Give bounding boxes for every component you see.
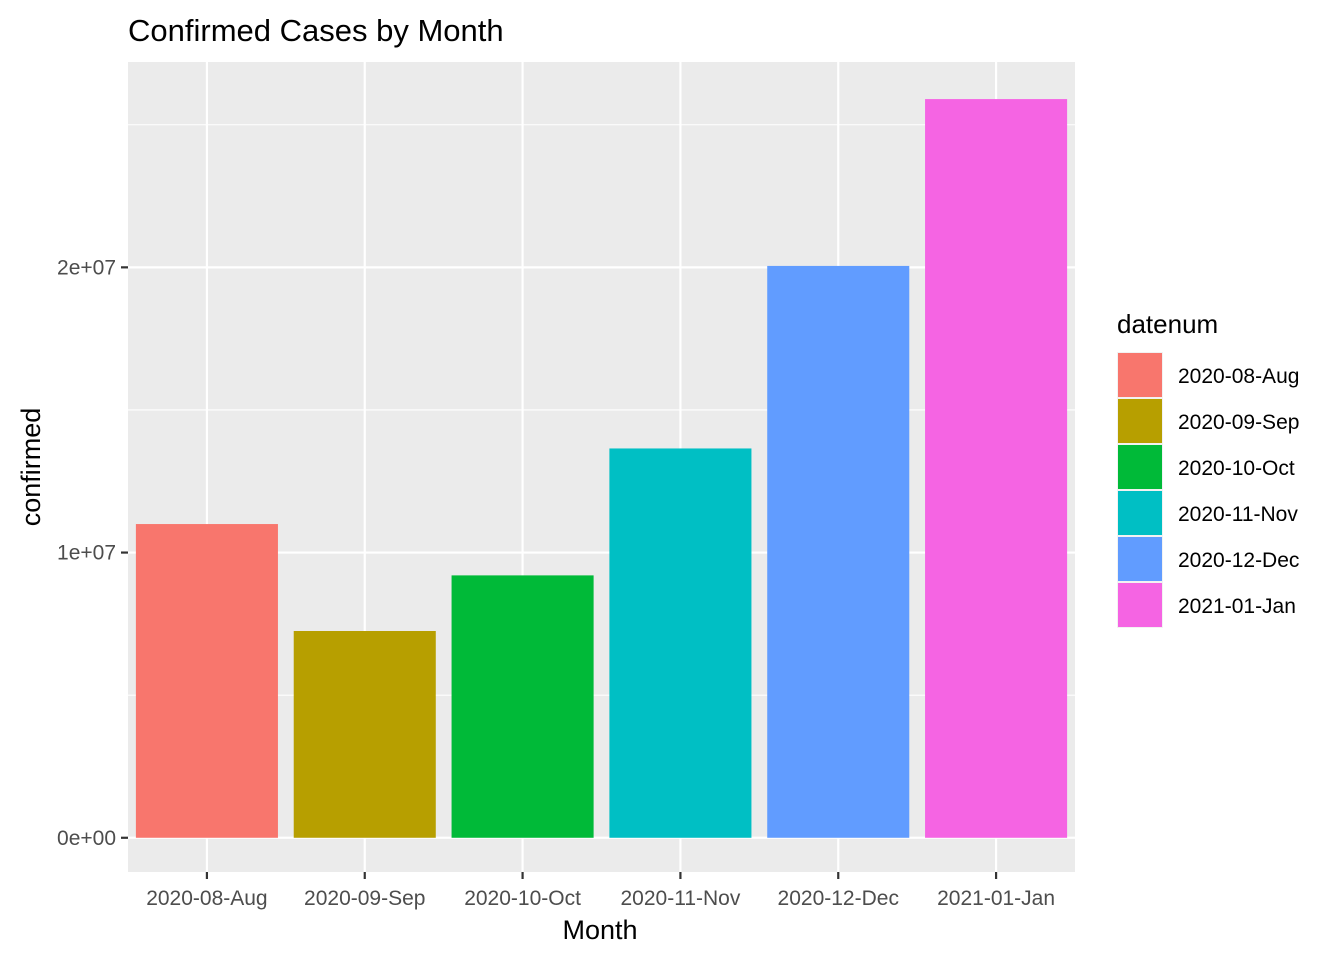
bar bbox=[293, 630, 436, 838]
bar bbox=[767, 265, 910, 838]
legend-key bbox=[1118, 583, 1162, 627]
legend-label: 2020-09-Sep bbox=[1178, 411, 1299, 434]
chart-title: Confirmed Cases by Month bbox=[128, 13, 504, 48]
x-tick-label: 2020-08-Aug bbox=[146, 887, 267, 910]
legend-label: 2020-10-Oct bbox=[1178, 457, 1295, 480]
legend: datenum 2020-08-Aug 2020-09-Sep 2020-10-Oc… bbox=[1117, 309, 1299, 628]
legend-key bbox=[1118, 491, 1162, 535]
legend-title: datenum bbox=[1117, 309, 1218, 339]
legend-key bbox=[1118, 537, 1162, 581]
legend-key bbox=[1118, 445, 1162, 489]
y-tick-label: 2e+07 bbox=[57, 256, 116, 279]
legend-key bbox=[1118, 353, 1162, 397]
x-axis: 2020-08-Aug 2020-09-Sep 2020-10-Oct 2020-11… bbox=[146, 872, 1055, 910]
minor-gridlines bbox=[128, 124, 1075, 696]
x-tick-label: 2020-11-Nov bbox=[620, 887, 740, 910]
plot-panel bbox=[128, 62, 1075, 872]
bar bbox=[451, 575, 594, 838]
y-axis-title: confirmed bbox=[16, 408, 46, 527]
x-axis-title: Month bbox=[562, 915, 637, 945]
bar bbox=[925, 99, 1068, 838]
y-tick-label: 0e+00 bbox=[57, 827, 116, 850]
bar bbox=[135, 524, 278, 838]
x-tick-label: 2021-01-Jan bbox=[937, 887, 1055, 910]
legend-label: 2020-11-Nov bbox=[1178, 503, 1298, 526]
legend-label: 2020-12-Dec bbox=[1178, 549, 1299, 572]
legend-label: 2021-01-Jan bbox=[1178, 595, 1296, 618]
y-axis: 0e+00 1e+07 2e+07 bbox=[57, 256, 128, 850]
legend-key bbox=[1118, 399, 1162, 443]
y-tick-label: 1e+07 bbox=[57, 542, 116, 565]
x-tick-label: 2020-10-Oct bbox=[464, 887, 581, 910]
bar bbox=[609, 448, 752, 838]
x-tick-label: 2020-12-Dec bbox=[778, 887, 899, 910]
x-tick-label: 2020-09-Sep bbox=[304, 887, 425, 910]
legend-label: 2020-08-Aug bbox=[1178, 365, 1299, 388]
bars bbox=[135, 99, 1068, 838]
